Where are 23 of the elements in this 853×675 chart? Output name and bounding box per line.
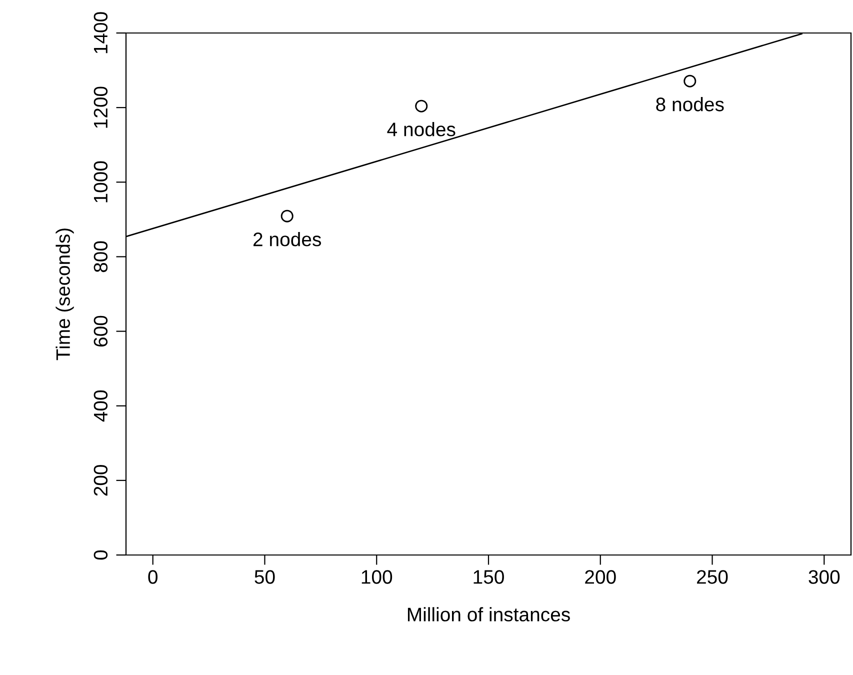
- x-tick-label: 300: [808, 570, 840, 584]
- x-tick-label: 200: [585, 570, 616, 584]
- y-tick-label: 200: [94, 464, 108, 496]
- x-tick-label: 150: [474, 570, 504, 584]
- x-tick-label: 100: [362, 570, 392, 584]
- annotation: 4 nodes: [387, 122, 456, 136]
- annotation: 8 nodes: [656, 97, 724, 112]
- y-tick-label: 1400: [94, 12, 108, 54]
- y-tick-label: 0: [94, 550, 108, 560]
- point: [684, 74, 696, 88]
- y-tick-label: 1000: [94, 161, 108, 202]
- y-tick-label: 800: [94, 241, 108, 272]
- point: [415, 100, 428, 112]
- point: [280, 210, 294, 222]
- x-tick-label: 50: [254, 570, 275, 584]
- x-tick-label: 250: [697, 570, 728, 584]
- y-axis-title: Time (seconds): [56, 228, 74, 360]
- x-tick-label: 0: [148, 570, 158, 584]
- y-tick-label: 400: [94, 390, 108, 422]
- x-axis-title: Million of instances: [408, 607, 570, 622]
- annotation: 2 nodes: [253, 232, 322, 246]
- y-tick-label: 1200: [94, 86, 108, 128]
- y-tick-label: 600: [94, 316, 108, 347]
